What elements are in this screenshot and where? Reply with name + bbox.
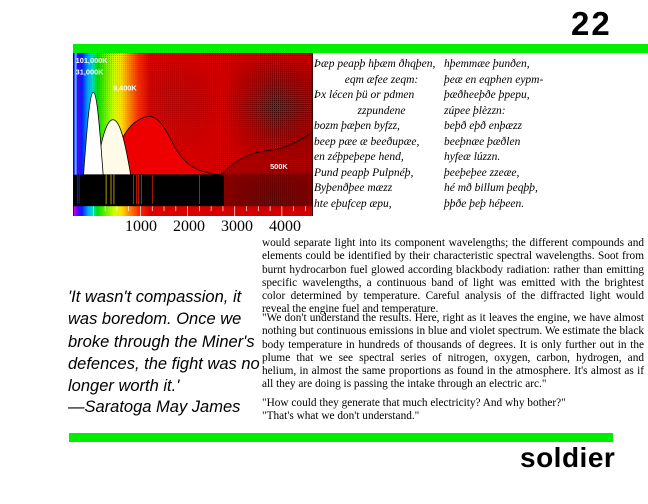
svg-text:101,000K: 101,000K [76,56,109,65]
svg-text:500K: 500K [270,162,288,171]
svg-text:9,400K: 9,400K [113,83,137,92]
svg-text:31,000K: 31,000K [76,68,105,77]
